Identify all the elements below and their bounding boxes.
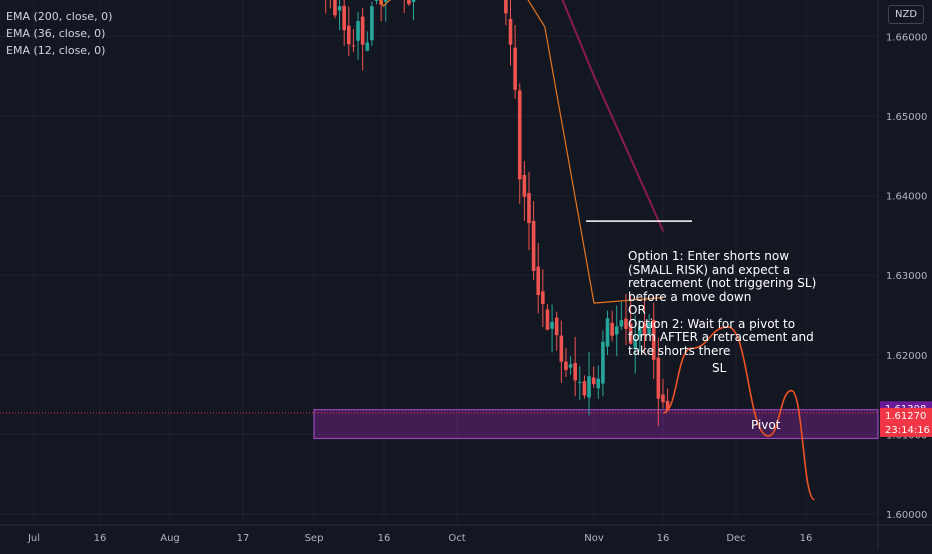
candle-body xyxy=(541,291,545,305)
candle-body xyxy=(638,326,642,337)
annotation-sl-label[interactable]: SL xyxy=(712,361,727,375)
candle-body xyxy=(624,318,628,329)
candle-body xyxy=(605,318,610,347)
price-tick-label: 1.62000 xyxy=(886,351,927,362)
time-tick-label: 16 xyxy=(378,533,391,544)
candle-body xyxy=(647,322,651,335)
candle-body xyxy=(407,0,411,5)
candle-body xyxy=(508,18,513,45)
candles xyxy=(325,0,670,427)
annotation-line: (SMALL RISK) and expect a xyxy=(628,262,791,277)
last-price-label: 1.61270 xyxy=(885,411,926,422)
price-tick-label: 1.65000 xyxy=(886,112,927,123)
candle-body xyxy=(665,400,670,411)
last-price-label-bg xyxy=(880,407,932,423)
demand-zone[interactable] xyxy=(0,409,879,439)
candle-body xyxy=(513,47,517,90)
candle-body xyxy=(527,193,531,224)
candle-body xyxy=(573,362,577,381)
legend-ema36[interactable]: EMA (36, close, 0) xyxy=(6,27,106,40)
candle-body xyxy=(642,323,647,336)
candle-body xyxy=(365,42,370,51)
annotation-line: Option 2: Wait for a pivot to xyxy=(628,316,796,331)
ema36-line xyxy=(561,0,665,232)
candle-body xyxy=(370,6,374,41)
candle-body xyxy=(619,320,624,327)
candle-body xyxy=(374,0,379,1)
candle-body xyxy=(568,364,573,368)
candle-body xyxy=(517,90,522,180)
user-drawings[interactable] xyxy=(586,220,816,501)
candle-body xyxy=(661,394,665,403)
time-tick-label: Sep xyxy=(305,533,324,544)
price-axis[interactable]: 1.720001.710001.700001.690001.680001.670… xyxy=(880,0,932,521)
time-tick-label: Jul xyxy=(27,533,40,544)
candle-body xyxy=(411,0,416,3)
candle-body xyxy=(360,16,365,45)
time-tick-label: Aug xyxy=(160,533,180,544)
time-tick-label: Nov xyxy=(584,533,604,544)
candle-body xyxy=(342,5,346,31)
ema12-line xyxy=(379,0,664,304)
annotation-line: form AFTER a retracement and xyxy=(628,330,814,344)
candle-body xyxy=(587,376,591,398)
candle-body xyxy=(531,220,536,271)
candle-body xyxy=(504,0,508,14)
countdown-label: 23:14:16 xyxy=(885,425,930,436)
candle-body xyxy=(578,381,582,383)
annotation-line: OR xyxy=(628,303,646,317)
annotation-line: before a move down xyxy=(628,289,752,304)
candle-body xyxy=(591,377,596,385)
candle-body xyxy=(614,326,619,335)
candle-body xyxy=(633,339,638,349)
candle-body xyxy=(601,341,605,384)
annotation-line: Option 1: Enter shorts now xyxy=(628,249,790,263)
price-tick-label: 1.63000 xyxy=(886,271,927,282)
candle-body xyxy=(356,21,360,41)
projection-path xyxy=(662,326,816,501)
time-tick-label: Oct xyxy=(448,533,465,544)
candle-body xyxy=(522,174,527,197)
legend-ema200[interactable]: EMA (200, close, 0) xyxy=(6,10,113,23)
demand-zone-rect xyxy=(313,409,879,439)
candle-body xyxy=(610,322,614,336)
candle-body xyxy=(656,357,661,399)
countdown-label-bg xyxy=(880,421,932,437)
annotation-line: take shorts there xyxy=(628,343,731,358)
candle-body xyxy=(351,45,356,47)
time-tick-label: 16 xyxy=(94,533,107,544)
candle-body xyxy=(347,25,351,45)
candle-body xyxy=(554,317,559,336)
price-tick-label: 1.66000 xyxy=(886,32,927,43)
candle-body xyxy=(582,381,587,396)
candle-body xyxy=(564,361,568,371)
time-axis[interactable]: Jul 16 Aug 17 Sep 16 Oct Nov 16 Dec 16 xyxy=(27,533,812,544)
candle-body xyxy=(550,322,554,329)
price-tick-label: 1.64000 xyxy=(886,192,927,203)
price-tick-label: 1.60000 xyxy=(886,510,927,521)
time-tick-label: 17 xyxy=(237,533,250,544)
candle-body xyxy=(559,335,564,362)
currency-button[interactable]: NZD xyxy=(888,5,924,24)
candle-body xyxy=(651,319,656,360)
candle-body xyxy=(536,266,541,296)
time-tick-label: Dec xyxy=(726,533,745,544)
annotation-options-text[interactable]: Option 1: Enter shorts now (SMALL RISK) a… xyxy=(628,249,817,358)
candle-body xyxy=(383,0,388,2)
candle-body xyxy=(628,323,633,344)
legend-ema12[interactable]: EMA (12, close, 0) xyxy=(6,44,106,57)
candle-body xyxy=(545,309,550,330)
time-tick-label: 16 xyxy=(657,533,670,544)
annotation-line: retracement (not triggering SL) xyxy=(628,276,817,290)
time-tick-label: 16 xyxy=(800,533,813,544)
indicator-legend: EMA (200, close, 0) EMA (36, close, 0) E… xyxy=(6,8,112,59)
candle-body xyxy=(596,378,601,389)
candle-body xyxy=(337,6,342,11)
candle-body xyxy=(333,0,337,16)
annotation-pivot-label[interactable]: Pivot xyxy=(751,418,781,432)
ema-lines xyxy=(379,0,665,304)
